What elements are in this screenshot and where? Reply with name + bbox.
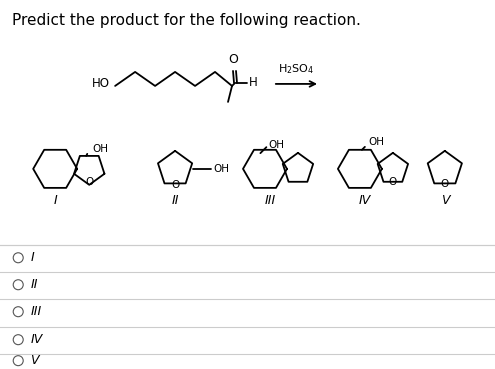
Text: $\mathregular{H_2SO_4}$: $\mathregular{H_2SO_4}$: [278, 62, 314, 76]
Text: H: H: [249, 76, 258, 89]
Text: V: V: [441, 194, 449, 207]
Text: III: III: [264, 194, 276, 207]
Text: HO: HO: [92, 77, 110, 90]
Circle shape: [13, 253, 23, 263]
Text: IV: IV: [30, 333, 43, 346]
Text: I: I: [30, 251, 34, 264]
Circle shape: [13, 307, 23, 317]
Text: IV: IV: [359, 194, 371, 207]
Text: V: V: [30, 354, 39, 367]
Text: OH: OH: [92, 144, 108, 154]
Text: OH: OH: [368, 137, 384, 147]
Circle shape: [13, 280, 23, 290]
Text: O: O: [85, 177, 94, 187]
Text: OH: OH: [213, 164, 229, 174]
Text: III: III: [30, 305, 42, 318]
Text: O: O: [228, 53, 238, 66]
Text: O: O: [441, 179, 449, 189]
Circle shape: [13, 335, 23, 345]
Circle shape: [13, 356, 23, 366]
Text: Predict the product for the following reaction.: Predict the product for the following re…: [12, 13, 361, 28]
Text: II: II: [171, 194, 179, 207]
Text: OH: OH: [268, 140, 285, 150]
Text: II: II: [30, 278, 38, 291]
Text: I: I: [53, 194, 57, 207]
Text: O: O: [389, 177, 397, 187]
Text: O: O: [171, 180, 179, 190]
